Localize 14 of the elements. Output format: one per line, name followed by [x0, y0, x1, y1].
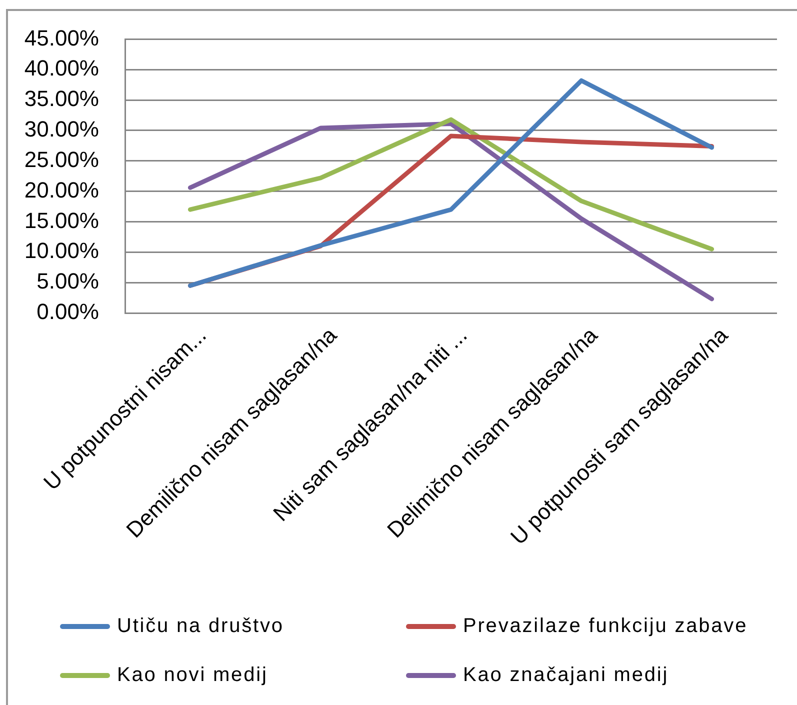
legend-label: Prevazilaze funkciju zabave [463, 614, 748, 638]
legend-label: Kao značajani medij [463, 664, 669, 686]
legend-label: Utiču na društvo [117, 614, 284, 638]
y-tick-label: 30.00% [24, 116, 99, 142]
y-tick-label: 5.00% [36, 268, 99, 294]
y-tick-label: 15.00% [24, 208, 99, 233]
y-tick-label: 45.00% [24, 25, 99, 50]
legend-label: Kao novi medij [117, 664, 268, 686]
y-tick-label: 35.00% [24, 86, 99, 112]
y-tick-label: 25.00% [24, 146, 99, 172]
y-tick-label: 10.00% [24, 238, 99, 264]
y-tick-label: 0.00% [36, 299, 99, 324]
y-tick-label: 40.00% [24, 56, 99, 81]
y-tick-label: 20.00% [24, 177, 99, 202]
